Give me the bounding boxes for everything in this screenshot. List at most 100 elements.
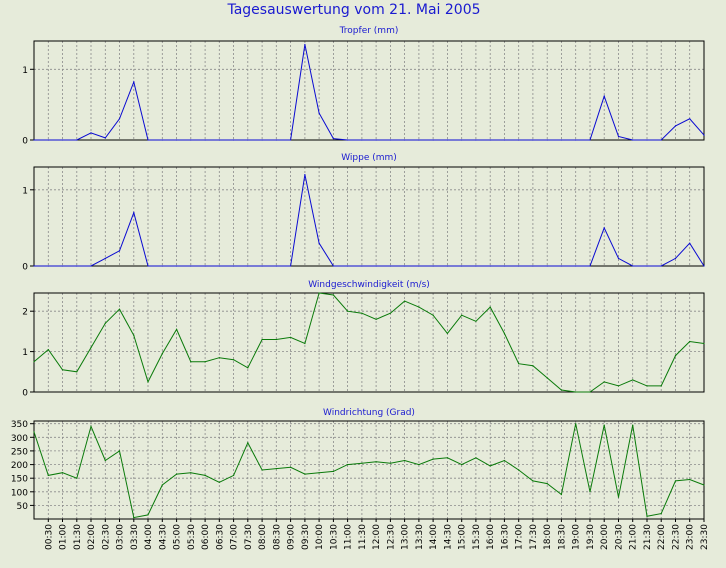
panel-title: Windgeschwindigkeit (m/s) bbox=[308, 280, 430, 290]
data-point bbox=[176, 265, 178, 267]
data-point bbox=[275, 338, 277, 341]
data-point bbox=[674, 125, 677, 127]
data-point bbox=[660, 513, 662, 515]
data-point bbox=[589, 265, 591, 267]
data-point bbox=[532, 139, 534, 141]
x-tick-label: 19:00 bbox=[572, 524, 582, 550]
data-point bbox=[603, 227, 605, 229]
x-tick-label: 18:00 bbox=[543, 524, 553, 550]
data-point bbox=[304, 473, 306, 475]
y-tick-label: 350 bbox=[11, 420, 28, 430]
x-tick-label: 16:00 bbox=[486, 524, 496, 550]
data-point bbox=[646, 265, 648, 267]
data-point bbox=[190, 139, 192, 141]
data-point bbox=[176, 328, 178, 330]
data-point bbox=[204, 474, 206, 476]
data-point bbox=[90, 425, 92, 427]
data-point bbox=[104, 322, 106, 324]
data-point bbox=[632, 139, 634, 141]
data-point bbox=[404, 139, 406, 141]
data-point bbox=[489, 465, 491, 467]
data-point bbox=[646, 139, 648, 141]
data-point bbox=[332, 265, 334, 267]
x-tick-label: 02:00 bbox=[87, 524, 97, 550]
data-point bbox=[61, 139, 64, 141]
x-tick-label: 08:00 bbox=[258, 524, 268, 550]
data-point bbox=[475, 457, 477, 459]
y-tick-label: 1 bbox=[22, 348, 28, 358]
panel-frame bbox=[33, 40, 705, 141]
data-point bbox=[603, 424, 605, 426]
panel-frame bbox=[33, 420, 705, 520]
y-tick-label: 1 bbox=[22, 186, 28, 196]
data-point bbox=[76, 139, 78, 141]
data-point bbox=[674, 355, 677, 357]
x-tick-label: 23:30 bbox=[700, 524, 710, 550]
data-point bbox=[304, 174, 306, 176]
x-tick-label: 01:30 bbox=[73, 524, 83, 550]
data-point bbox=[532, 480, 534, 482]
panel-title: Tropfer (mm) bbox=[339, 26, 399, 36]
data-point bbox=[233, 139, 235, 141]
data-point bbox=[118, 450, 121, 452]
data-point bbox=[332, 138, 334, 140]
data-point bbox=[603, 381, 605, 383]
data-point bbox=[47, 139, 49, 141]
data-point bbox=[660, 265, 662, 267]
data-point bbox=[147, 139, 149, 141]
data-point bbox=[646, 515, 648, 517]
data-point bbox=[518, 139, 520, 141]
data-point bbox=[347, 139, 349, 141]
y-tick-label: 100 bbox=[11, 488, 28, 498]
data-point bbox=[560, 265, 563, 267]
data-point bbox=[347, 310, 349, 312]
data-point bbox=[503, 332, 505, 334]
data-point bbox=[347, 464, 349, 466]
x-tick-label: 06:00 bbox=[201, 524, 211, 550]
data-point bbox=[703, 265, 705, 267]
data-point bbox=[518, 469, 520, 471]
data-point bbox=[689, 478, 691, 481]
data-point bbox=[375, 265, 377, 267]
data-point bbox=[446, 139, 448, 141]
x-tick-label: 04:00 bbox=[144, 524, 154, 550]
x-tick-label: 13:30 bbox=[415, 524, 425, 550]
data-point bbox=[118, 250, 121, 252]
data-point bbox=[161, 484, 163, 486]
x-tick-label: 09:00 bbox=[287, 524, 297, 550]
data-point bbox=[660, 139, 662, 141]
data-point bbox=[375, 139, 377, 141]
data-point bbox=[503, 459, 505, 462]
data-point bbox=[104, 459, 106, 462]
data-point bbox=[404, 265, 406, 267]
y-tick-label: 1 bbox=[22, 66, 28, 76]
data-point bbox=[489, 306, 491, 308]
data-point bbox=[518, 363, 520, 365]
data-point bbox=[446, 265, 448, 267]
data-point bbox=[332, 294, 334, 296]
data-point bbox=[432, 265, 434, 267]
y-tick-label: 2 bbox=[22, 308, 28, 318]
data-point bbox=[432, 139, 434, 141]
panel-frame bbox=[33, 292, 705, 393]
x-tick-label: 16:30 bbox=[500, 524, 510, 550]
data-point bbox=[61, 265, 64, 267]
y-tick-label: 0 bbox=[22, 389, 28, 399]
data-point bbox=[332, 470, 334, 472]
data-point bbox=[218, 481, 220, 483]
data-point bbox=[589, 139, 591, 141]
data-point bbox=[161, 353, 163, 355]
data-point bbox=[290, 336, 292, 338]
data-point bbox=[247, 442, 249, 444]
data-point bbox=[76, 477, 78, 479]
data-point bbox=[575, 139, 577, 141]
data-point bbox=[575, 265, 577, 267]
data-point bbox=[275, 265, 277, 267]
data-point bbox=[190, 265, 192, 267]
x-tick-label: 05:00 bbox=[173, 524, 183, 550]
data-point bbox=[261, 338, 263, 341]
y-tick-label: 0 bbox=[22, 263, 28, 273]
data-point bbox=[361, 265, 363, 267]
data-point bbox=[418, 139, 420, 141]
data-point bbox=[546, 377, 548, 379]
